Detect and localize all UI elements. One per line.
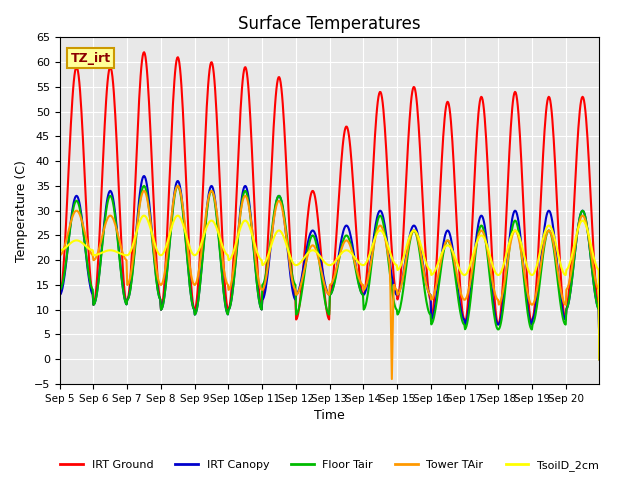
IRT Canopy [386,259,394,264]
IRT Canopy [596,356,604,362]
IRT Ground [119,268,127,274]
Line: Tower TAir: Tower TAir [60,186,600,379]
Floor Tair [246,207,253,213]
IRT Canopy [219,282,227,288]
Floor Tair [56,287,63,293]
IRT Ground [246,104,253,109]
Line: IRT Ground: IRT Ground [60,52,600,359]
TsoilD_2cm [266,246,274,252]
Floor Tair [219,283,227,288]
TsoilD_2cm [246,224,253,230]
Title: Surface Temperatures: Surface Temperatures [238,15,421,33]
IRT Canopy [56,292,63,298]
Text: TZ_irt: TZ_irt [70,51,111,65]
TsoilD_2cm [140,213,148,218]
Floor Tair [596,356,604,362]
Floor Tair [140,183,148,189]
IRT Canopy [119,286,127,291]
TsoilD_2cm [119,252,127,257]
Tower TAir [56,252,63,258]
Tower TAir [417,250,424,256]
IRT Canopy [246,203,253,209]
Line: Floor Tair: Floor Tair [60,186,600,359]
Floor Tair [416,252,424,258]
Floor Tair [119,287,127,292]
Tower TAir [388,376,396,382]
TsoilD_2cm [219,244,227,250]
Line: TsoilD_2cm: TsoilD_2cm [60,216,600,359]
Tower TAir [266,246,274,252]
IRT Ground [219,249,227,255]
IRT Ground [56,292,63,298]
Legend: IRT Ground, IRT Canopy, Floor Tair, Tower TAir, TsoilD_2cm: IRT Ground, IRT Canopy, Floor Tair, Towe… [56,456,603,476]
Tower TAir [119,251,127,257]
IRT Ground [596,356,604,362]
Y-axis label: Temperature (C): Temperature (C) [15,160,28,262]
Tower TAir [386,262,394,267]
IRT Canopy [416,243,424,249]
IRT Ground [266,194,274,200]
Floor Tair [266,241,274,247]
Tower TAir [596,356,604,362]
TsoilD_2cm [386,249,394,254]
IRT Canopy [140,173,148,179]
TsoilD_2cm [596,356,604,362]
IRT Ground [386,212,394,217]
X-axis label: Time: Time [314,409,345,422]
IRT Ground [140,49,148,55]
Tower TAir [174,183,182,189]
Tower TAir [246,208,253,214]
TsoilD_2cm [56,247,63,253]
Line: IRT Canopy: IRT Canopy [60,176,600,359]
IRT Canopy [266,249,274,255]
TsoilD_2cm [416,239,424,245]
Floor Tair [386,270,394,276]
IRT Ground [416,145,424,151]
Tower TAir [219,260,227,266]
